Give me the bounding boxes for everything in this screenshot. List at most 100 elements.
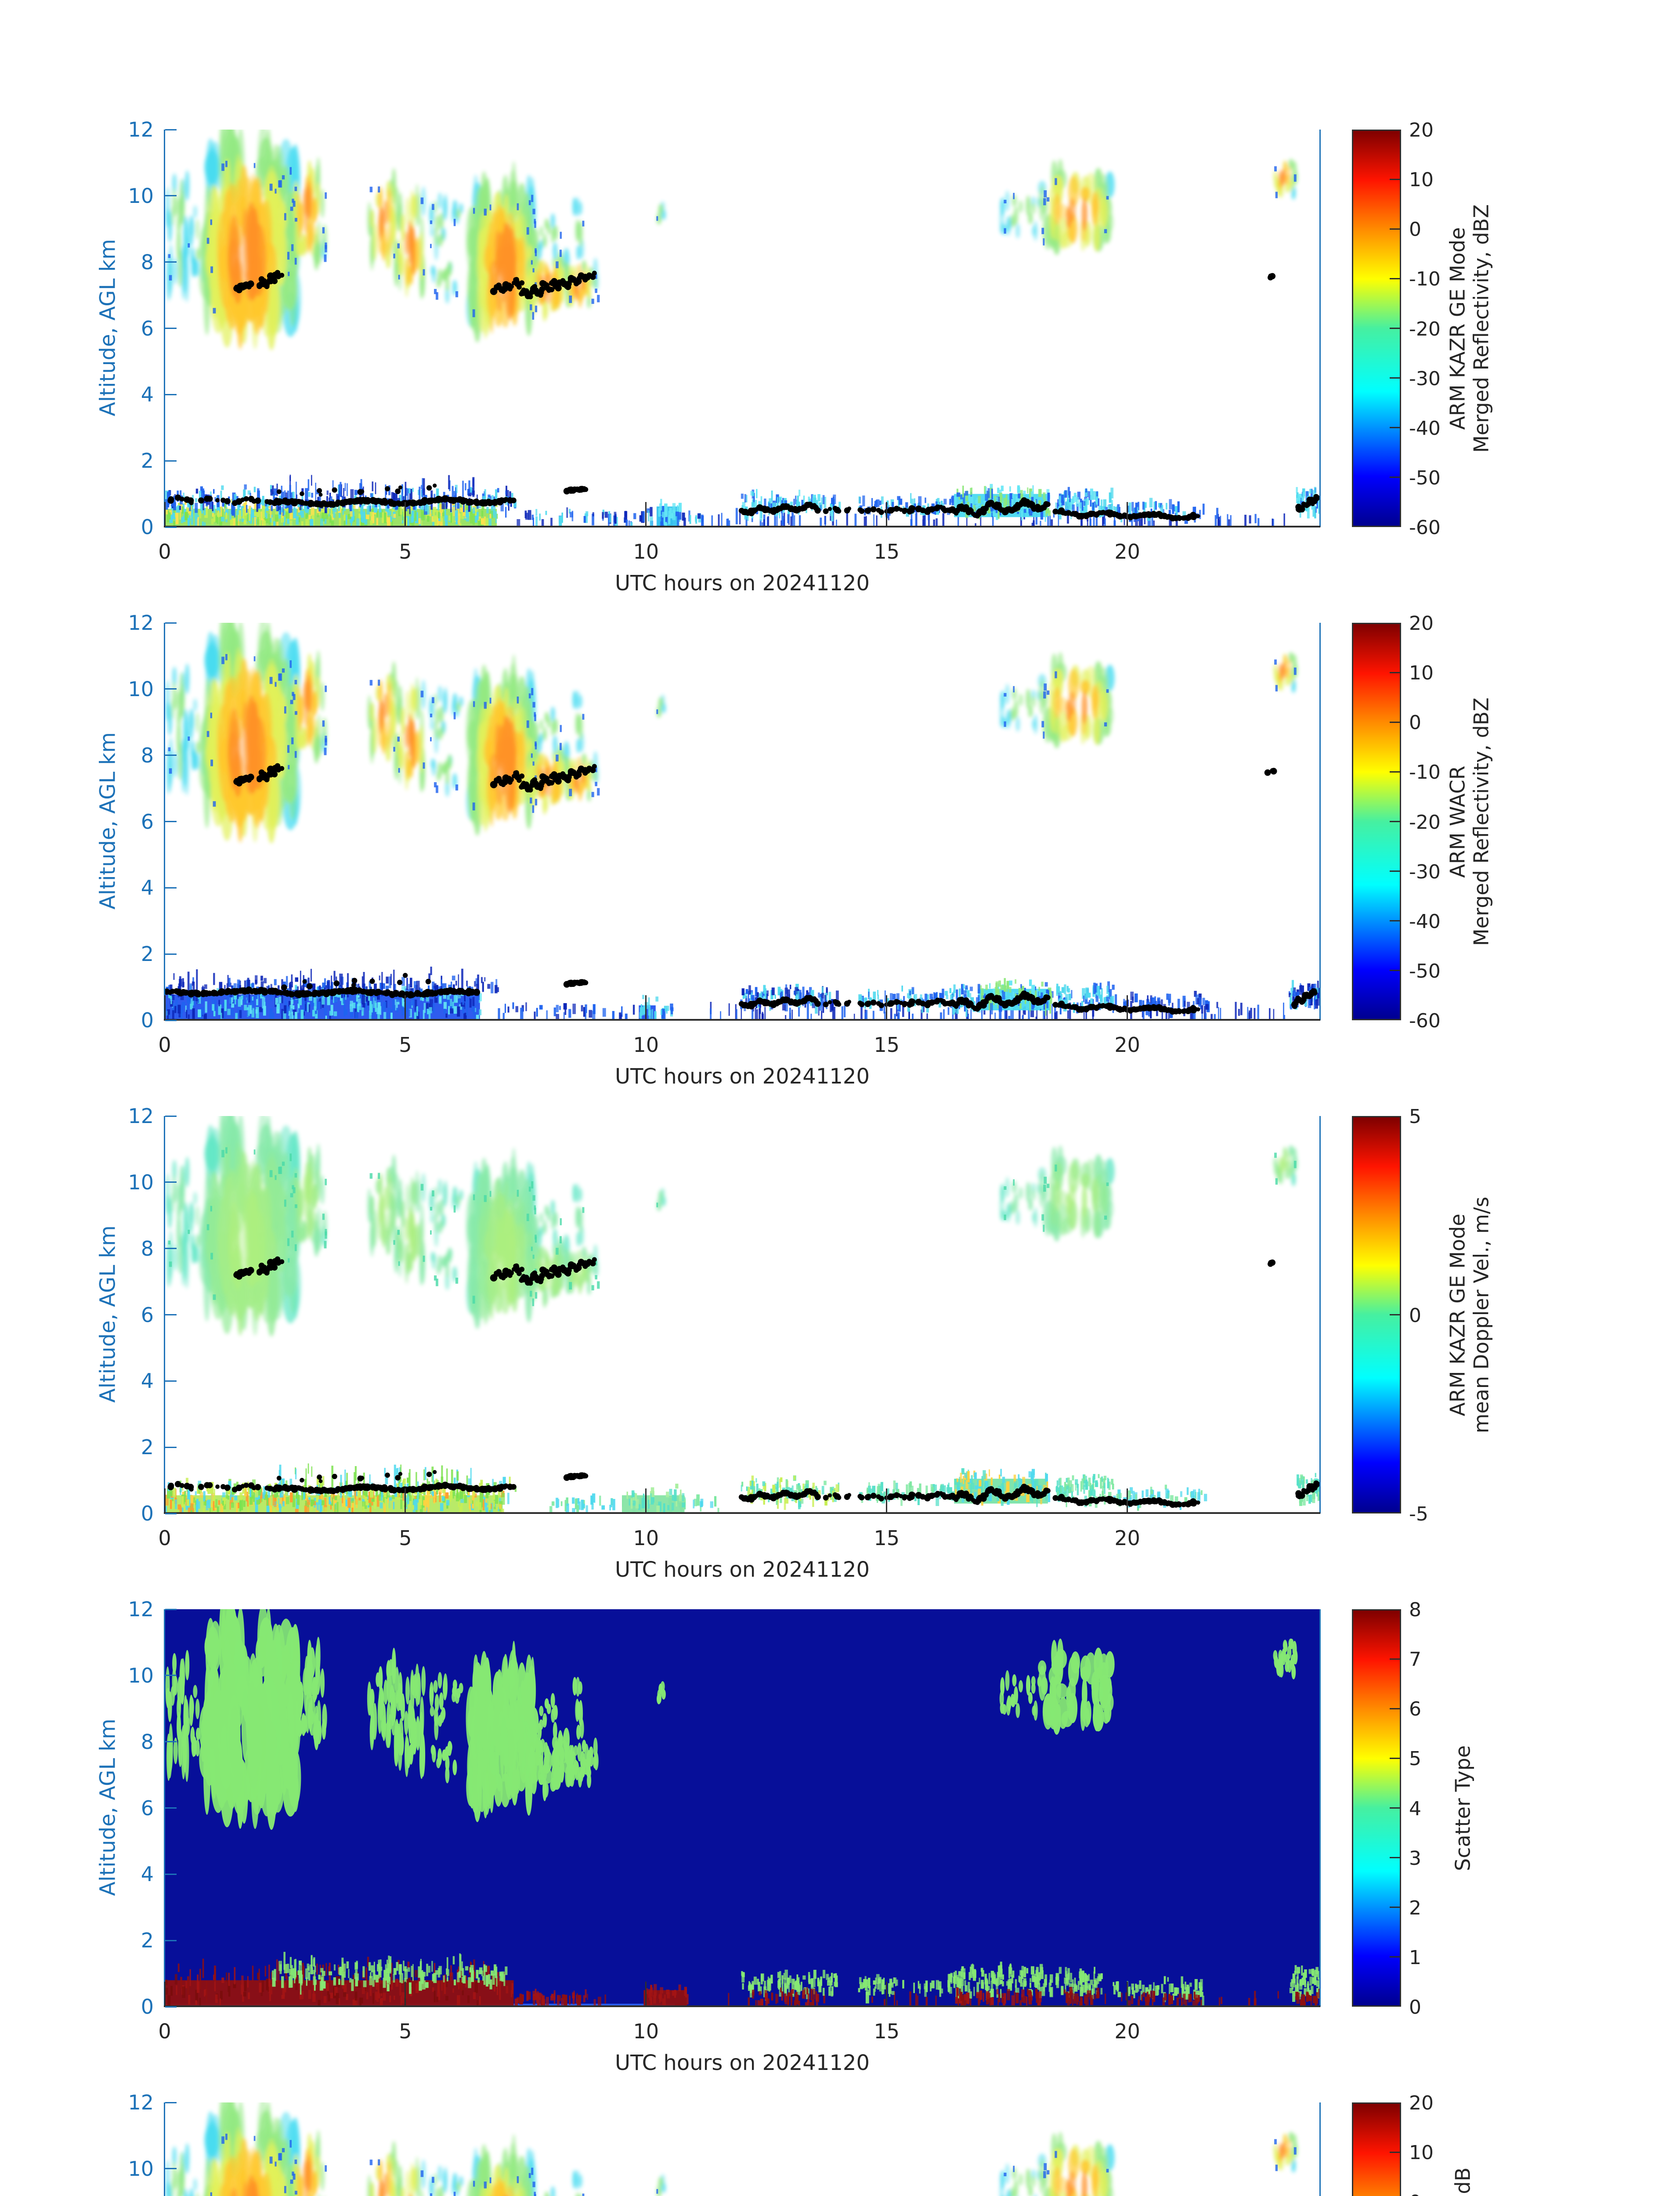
y-tick-label: 4: [141, 876, 154, 900]
colorbar-tick-mark: [1390, 2151, 1400, 2153]
feature-mottle-8: [954, 484, 1051, 522]
x-axis-panel-4: [164, 2005, 1320, 2007]
colorbar-tick-mark: [1390, 1956, 1400, 1958]
colorbar-tick-label: -10: [1409, 761, 1441, 784]
colorbar-tick-label: 20: [1409, 2092, 1434, 2114]
dot-trail-du-right: [490, 1257, 597, 1286]
y-tick-mark: [165, 1115, 177, 1117]
colorbar-tick-label: 4: [1409, 1797, 1421, 1820]
colorbar-tick-label: -40: [1409, 910, 1441, 933]
y-tick-label: 10: [128, 2156, 154, 2181]
colorbar-tick-mark: [1390, 1807, 1400, 1809]
dot-trail-dt-left: [167, 1470, 517, 1495]
x-tick-label: 5: [399, 1526, 412, 1550]
y-axis-left-panel-3: [164, 1116, 165, 1513]
x-tick-mark: [405, 1982, 406, 2005]
y-tick-mark: [165, 1741, 177, 1743]
dot-trail-dt-right: [738, 497, 1200, 522]
colorbar-tick-label: 20: [1409, 119, 1434, 141]
colorbar-tick-mark: [1390, 427, 1400, 429]
cloud-field: [165, 1609, 1298, 1830]
feature-speckle-8: [741, 1969, 838, 2001]
y-tick-label: 6: [141, 1303, 154, 1327]
feature-speckle-9: [748, 1987, 819, 2007]
y-tick-mark: [165, 394, 177, 395]
y-axis-right-panel-4: [1319, 1609, 1321, 2007]
colorbar-tick-label: -30: [1409, 860, 1441, 883]
feature-speckle-3: [272, 1961, 508, 1994]
colorbar-tick-mark: [1390, 1708, 1400, 1709]
x-tick-mark: [886, 1488, 888, 1512]
colorbar-tick-mark: [1390, 1757, 1400, 1759]
y-tick-mark: [165, 1019, 177, 1021]
x-tick-mark: [886, 995, 888, 1019]
y-tick-mark: [165, 2102, 177, 2103]
x-tick-label: 0: [158, 2019, 171, 2043]
dot-trail-du-left: [233, 270, 285, 293]
dot-trail-du-left: [233, 1256, 285, 1280]
y-tick-mark: [165, 2168, 177, 2170]
x-axis-label: UTC hours on 20241120: [615, 2051, 870, 2075]
x-tick-mark: [645, 1982, 647, 2005]
y-axis-left-panel-2: [164, 623, 165, 1020]
feature-mottle-4: [656, 498, 682, 527]
feature-mottle-4: [639, 995, 659, 1020]
y-tick-label: 12: [128, 1104, 154, 1128]
colorbar-tick-label: 5: [1409, 1748, 1421, 1770]
feature-speckle-15: [1063, 1987, 1100, 2007]
x-tick-label: 10: [633, 1526, 659, 1550]
y-tick-label: 0: [141, 1008, 154, 1032]
colorbar-tick-label: 6: [1409, 1698, 1421, 1721]
colorbar-tick-mark: [1390, 870, 1400, 872]
y-tick-mark: [165, 1807, 177, 1809]
x-tick-label: 15: [874, 540, 900, 563]
colorbar-tick-label: -60: [1409, 516, 1441, 539]
dot-trail-dt-band-top: [165, 973, 481, 999]
colorbar-tick-label: -30: [1409, 367, 1441, 390]
x-axis-label: UTC hours on 20241120: [615, 1064, 870, 1089]
colorbar-tick-mark: [1390, 328, 1400, 329]
colorbar-tick-mark: [1390, 1907, 1400, 1908]
colorbar-label-line-1: ARM KAZR GE Mode: [1445, 1213, 1469, 1416]
y-axis-right-panel-3: [1319, 1116, 1321, 1513]
x-tick-label: 15: [874, 1033, 900, 1057]
x-axis-panel-1: [164, 526, 1320, 527]
x-axis-label: UTC hours on 20241120: [615, 571, 870, 596]
x-tick-mark: [645, 1488, 647, 1512]
panel-1-canvas: [165, 130, 1320, 527]
panel-2-canvas: [165, 623, 1320, 1020]
x-tick-mark: [164, 995, 166, 1019]
feature-speckle-5: [514, 1989, 606, 2007]
colorbar-tick-mark: [1390, 1314, 1400, 1315]
y-tick-label: 4: [141, 1369, 154, 1393]
colorbar-tick-label: -20: [1409, 318, 1441, 340]
y-axis-label: Altitude, AGL km: [95, 1718, 120, 1896]
y-axis-right-panel-5: [1319, 2102, 1321, 2196]
colorbar-tick-label: -10: [1409, 268, 1441, 291]
colorbar-tick-label: 20: [1409, 612, 1434, 635]
colorbar-tick-label: 8: [1409, 1599, 1421, 1621]
colorbar-label-line-1: ARM KAZR GE Mode: [1445, 227, 1469, 430]
feature-mottle-4: [622, 1484, 685, 1513]
colorbar-tick-mark: [1390, 821, 1400, 822]
x-tick-label: 15: [874, 2019, 900, 2043]
colorbar-tick-label: 10: [1409, 2142, 1434, 2164]
x-tick-label: 10: [633, 1033, 659, 1057]
colorbar-tick-label: 3: [1409, 1847, 1421, 1870]
x-tick-label: 20: [1114, 1033, 1140, 1057]
dot-trail-dash-c: [563, 979, 589, 988]
dot-trail-du-left: [233, 763, 285, 787]
feature-speckle-19: [1295, 1988, 1320, 2007]
y-tick-label: 8: [141, 250, 154, 274]
y-tick-mark: [165, 1940, 177, 1941]
x-tick-label: 20: [1114, 540, 1140, 563]
feature-speckle-3: [498, 1002, 635, 1020]
y-tick-mark: [165, 526, 177, 528]
colorbar-tick-mark: [1390, 920, 1400, 922]
y-axis-right-panel-1: [1319, 130, 1321, 527]
y-axis-left-panel-4: [164, 1609, 165, 2007]
y-axis-label: Altitude, AGL km: [95, 1225, 120, 1403]
colorbar-tick-label: -50: [1409, 466, 1441, 489]
feature-speckle-10: [858, 1974, 898, 2004]
colorbar-label-line-2: mean Doppler Vel., m/s: [1469, 1196, 1493, 1433]
